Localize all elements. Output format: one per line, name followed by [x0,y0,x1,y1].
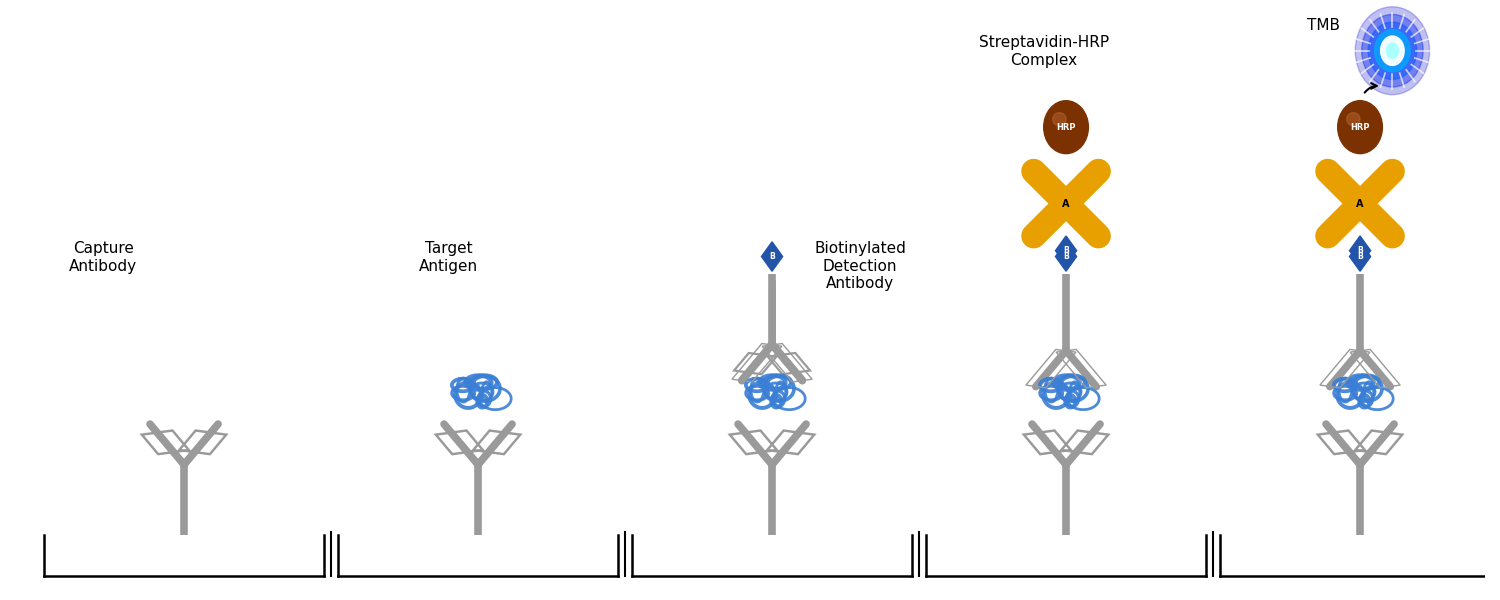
Ellipse shape [1380,36,1404,65]
Text: TMB: TMB [1306,18,1340,33]
Ellipse shape [1386,43,1398,58]
Ellipse shape [1338,101,1383,154]
Text: A: A [1356,199,1364,209]
Polygon shape [1056,236,1077,265]
Ellipse shape [1368,22,1416,79]
Text: A: A [1062,199,1070,209]
Text: Biotinylated
Detection
Antibody: Biotinylated Detection Antibody [815,241,906,291]
Ellipse shape [1354,7,1430,95]
Polygon shape [762,242,783,271]
Text: Capture
Antibody: Capture Antibody [69,241,138,274]
Polygon shape [1350,242,1371,271]
Ellipse shape [1044,101,1089,154]
Polygon shape [1350,236,1371,265]
Text: B: B [770,252,776,261]
Ellipse shape [1347,113,1360,126]
Text: B: B [1064,252,1070,261]
Text: B: B [1064,246,1070,255]
Ellipse shape [1053,113,1066,126]
Text: B: B [1358,246,1364,255]
Ellipse shape [1382,37,1404,64]
Polygon shape [1056,242,1077,271]
Text: HRP: HRP [1350,122,1370,131]
Ellipse shape [1374,29,1410,72]
Text: B: B [1358,252,1364,261]
Ellipse shape [1362,14,1424,87]
Text: Streptavidin-HRP
Complex: Streptavidin-HRP Complex [980,35,1108,68]
Text: Target
Antigen: Target Antigen [419,241,478,274]
Text: HRP: HRP [1056,122,1076,131]
